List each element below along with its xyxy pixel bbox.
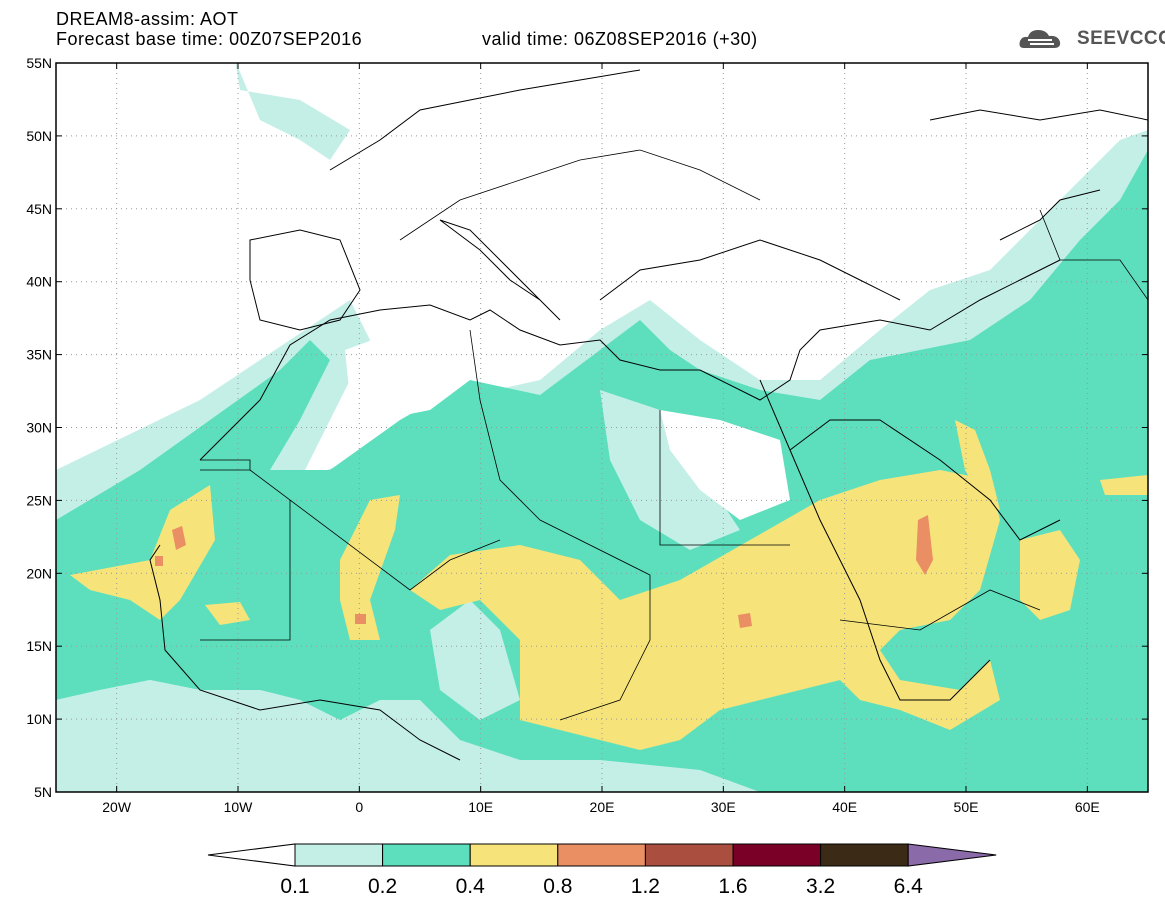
colorbar-label: 0.1 [280,875,309,898]
colorbar-label: 0.8 [543,875,572,898]
aot-region-orange [172,526,186,550]
aot-region-yellow [1020,530,1080,620]
map-grid [56,63,1148,792]
lon-label: 60E [1075,799,1100,815]
aot-region-clear [345,330,470,420]
colorbar-box [469,843,559,867]
colorbar-label: 6.4 [894,875,924,898]
aot-region-yellow [1100,475,1148,495]
axis-ticks [56,62,1148,793]
lat-label: 10N [26,711,52,727]
colorbar-box [644,843,734,867]
lat-label: 45N [26,201,52,217]
lon-label: 30E [711,799,736,815]
colorbar-box [732,843,822,867]
aot-region-light [56,680,330,792]
aot-region-yellow [955,420,1000,510]
aot-region-light [430,600,520,720]
lon-label: 20E [590,799,615,815]
longitude-labels: 20W 10W 0 10E 20E 30E 40E 50E 60E [102,799,1100,815]
valid-time: valid time: 06Z08SEP2016 (+30) [482,29,758,49]
colorbar-upper-arrow [907,843,997,867]
colorbar-box [294,843,384,867]
colorbar-lower-arrow [207,843,296,867]
aot-region-light [600,390,740,550]
lat-label: 20N [26,565,52,581]
lon-label: 40E [832,799,857,815]
aot-region-orange [355,614,366,624]
logo-text: SEEVCCC [1077,28,1165,49]
aot-region-yellow [205,602,250,625]
lon-label: 10E [468,799,493,815]
lat-label: 25N [26,492,52,508]
forecast-base-time: Forecast base time: 00Z07SEP2016 [56,29,363,49]
colorbar-box [820,843,909,867]
aot-region-orange [738,613,752,628]
colorbar-label: 0.2 [368,875,397,898]
lat-label: 35N [26,347,52,363]
aot-region-clear [660,410,790,520]
country-borders [200,149,1148,721]
colorbar-label: 0.4 [456,875,486,898]
lon-label: 20W [102,799,132,815]
lat-label: 5N [34,784,52,800]
cloud-icon [1019,30,1061,48]
lon-label: 0 [355,799,363,815]
lon-label: 50E [954,799,979,815]
colorbar-label: 3.2 [806,875,835,898]
map-title: DREAM8-assim: AOT [56,9,239,29]
colorbar-label: 1.6 [718,875,747,898]
colorbar-label: 1.2 [631,875,660,898]
aot-region-yellow [410,470,1000,750]
lon-label: 10W [224,799,254,815]
aot-region-orange [916,515,933,575]
lat-label: 40N [26,274,52,290]
latitude-labels: 55N 50N 45N 40N 35N 30N 25N 20N 15N 10N 5N [26,55,52,800]
colorbar-box [382,843,471,867]
colorbar-box [557,843,646,867]
aot-region-yellow [70,485,215,620]
aot-region-yellow [340,495,400,640]
lat-label: 30N [26,420,52,436]
lat-label: 15N [26,638,52,654]
coastlines [149,69,1148,761]
lat-label: 55N [26,55,52,71]
lat-label: 50N [26,128,52,144]
aot-region-orange [155,556,163,566]
